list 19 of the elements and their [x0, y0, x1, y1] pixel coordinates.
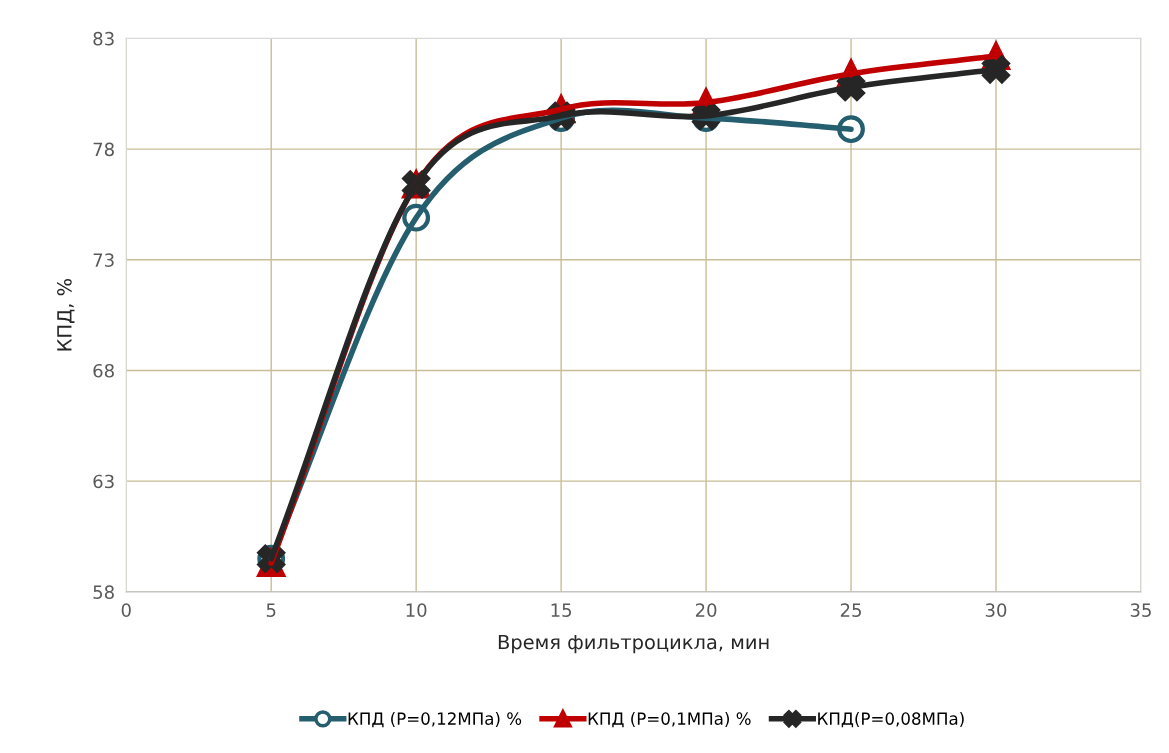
y-tick-label: 63 — [93, 474, 114, 489]
x-tick-label: 25 — [840, 603, 861, 617]
x-tick-label: 10 — [406, 603, 427, 617]
y-tick-label: 58 — [93, 585, 114, 599]
legend-label: КПД (Р=0,12МПа) % — [348, 712, 522, 728]
y-tick-label: 68 — [93, 363, 114, 378]
legend-label: КПД (Р=0,1МПа) % — [588, 712, 751, 728]
x-tick-label: 30 — [985, 603, 1007, 617]
y-tick-label: 78 — [93, 142, 114, 157]
x-tick-label: 5 — [266, 603, 276, 617]
x-tick-label: 35 — [1130, 603, 1151, 617]
x-tick-label: 0 — [121, 603, 131, 617]
x-axis-title: Время фильтроцикла, мин — [498, 634, 769, 654]
y-tick-label: 73 — [93, 253, 114, 267]
x-tick-label: 15 — [551, 603, 572, 617]
legend-label: КПД(Р=0,08МПа) — [818, 712, 964, 728]
x-tick-label: 20 — [695, 603, 717, 617]
y-axis-title: КПД, % — [57, 278, 75, 351]
y-tick-label: 83 — [93, 31, 114, 46]
